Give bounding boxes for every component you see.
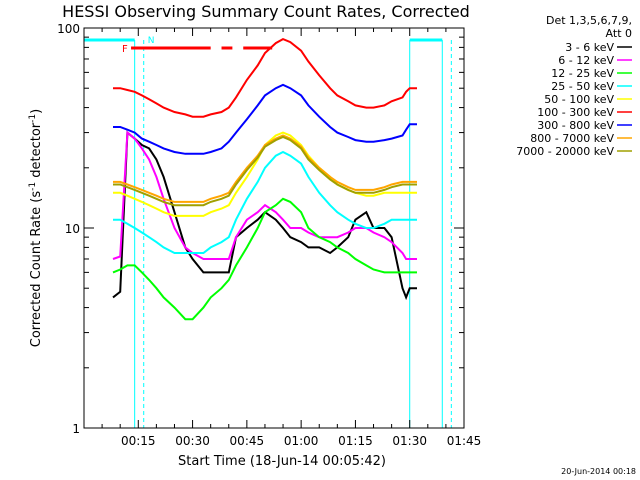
y-tick-label-2: 100 <box>57 22 80 36</box>
series-line-2 <box>112 197 417 321</box>
series-line-8 <box>113 135 417 207</box>
x-tick-label-6: 01:45 <box>447 434 482 448</box>
legend-label-5: 100 - 300 keV <box>537 106 614 119</box>
plot-area: F N 00:15 00:30 00:45 01:00 01:15 01:30 01:45 1… <box>57 22 481 448</box>
series-line-5 <box>113 37 417 118</box>
legend-label-6: 300 - 800 keV <box>537 119 614 132</box>
y-axis-label: Corrected Count Rate (s-1 detector-1) <box>28 109 44 347</box>
x-tick-label-1: 00:30 <box>175 434 210 448</box>
y-axis-label-sup1: -1 <box>28 182 38 191</box>
x-tick-label-4: 01:15 <box>338 434 373 448</box>
y-axis-label-main: Corrected Count Rate (s <box>29 191 44 348</box>
y-axis-label-mid: detector <box>29 122 44 182</box>
legend-label-0: 3 - 6 keV <box>565 41 614 54</box>
series-line-1 <box>112 130 417 260</box>
series-line-3 <box>113 150 417 254</box>
legend-header-line1: Det 1,3,5,6,7,9, <box>546 14 632 27</box>
footer-stamp: 20-Jun-2014 00:18 <box>561 467 636 476</box>
flag-letter-f: F <box>122 44 128 55</box>
legend-label-7: 800 - 7000 keV <box>530 132 614 145</box>
legend-label-1: 6 - 12 keV <box>558 54 614 67</box>
legend-label-2: 12 - 25 keV <box>551 67 614 80</box>
chart-title: HESSI Observing Summary Count Rates, Cor… <box>62 2 470 21</box>
x-tick-label-2: 00:45 <box>230 434 265 448</box>
y-tick-label-1: 10 <box>65 222 80 236</box>
y-axis-label-sup2: -1 <box>28 114 38 123</box>
x-axis-label: Start Time (18-Jun-14 00:05:42) <box>178 454 386 469</box>
x-tick-label-3: 01:00 <box>284 434 319 448</box>
x-tick-label-5: 01:30 <box>392 434 427 448</box>
y-tick-label-0: 1 <box>72 422 80 436</box>
legend-label-4: 50 - 100 keV <box>544 93 614 106</box>
series-line-7 <box>113 134 417 203</box>
flag-letter-n: N <box>148 36 155 46</box>
series-line-6 <box>113 83 417 155</box>
x-tick-label-0: 00:15 <box>121 434 156 448</box>
legend-label-8: 7000 - 20000 keV <box>516 145 614 158</box>
legend-label-3: 25 - 50 keV <box>551 80 614 93</box>
y-axis-label-end: ) <box>29 109 44 114</box>
legend-header-line2: Att 0 <box>606 27 632 40</box>
